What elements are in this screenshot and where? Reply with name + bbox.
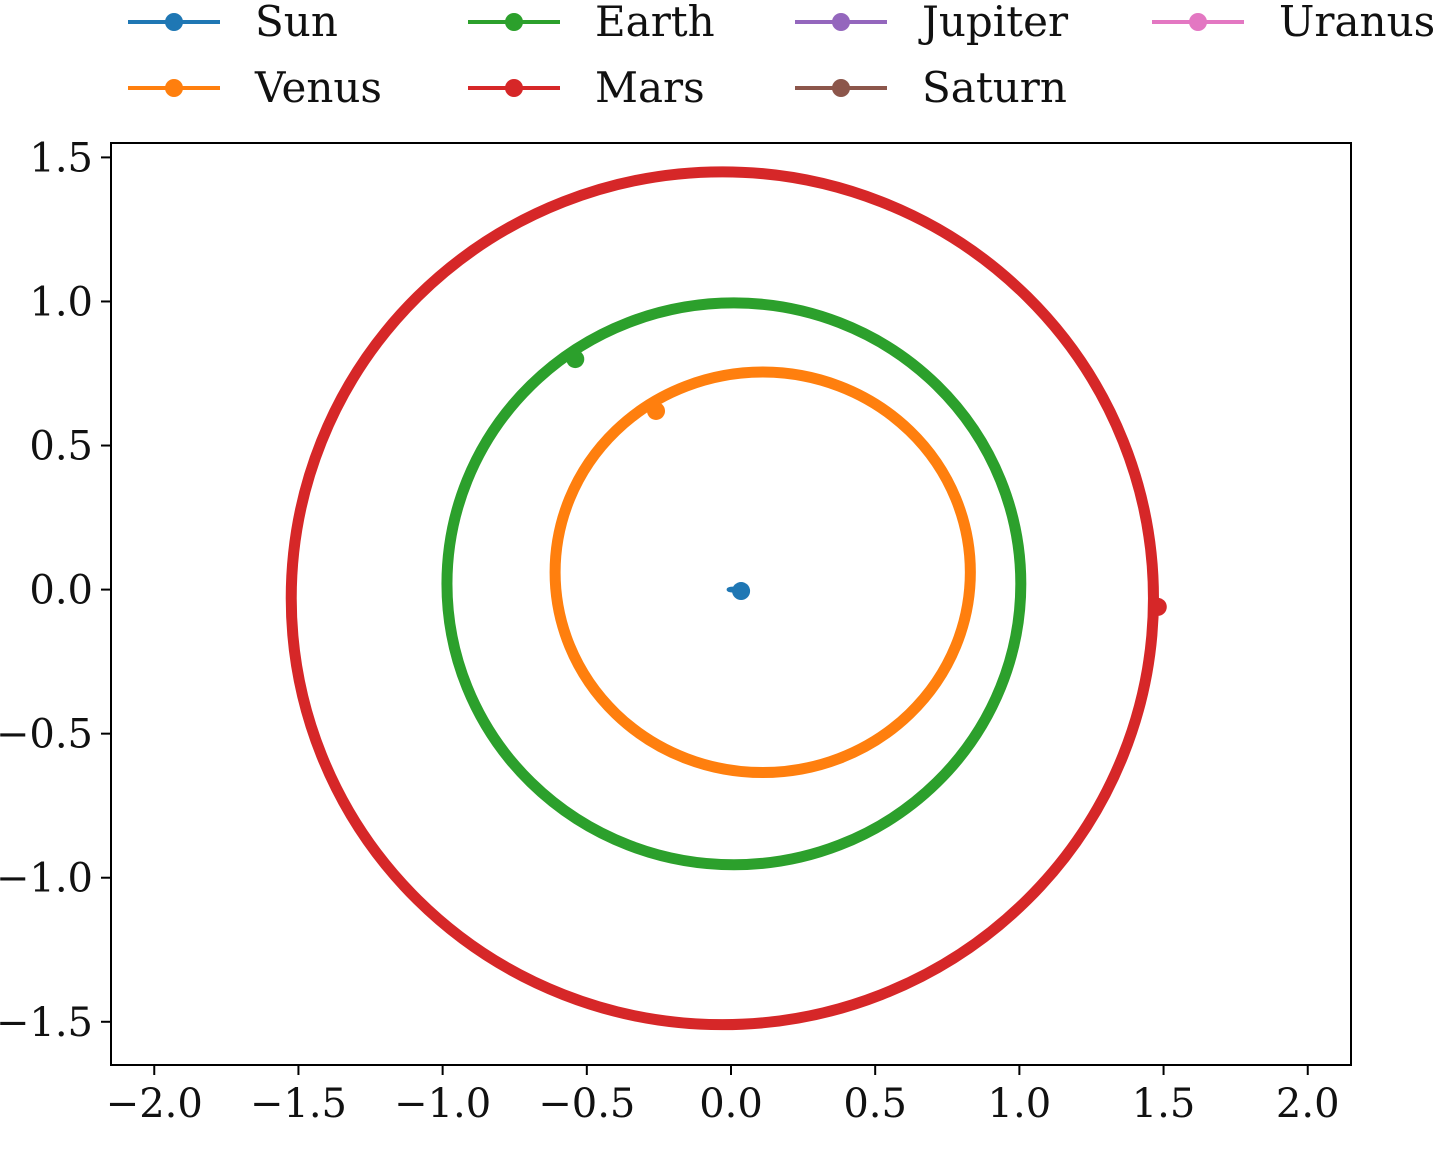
legend-marker [832, 79, 850, 97]
legend-marker [1189, 13, 1207, 31]
marker-mars [1148, 597, 1167, 616]
y-tick-label: 1.5 [29, 135, 93, 181]
legend-item-jupiter: Jupiter [795, 0, 1069, 46]
orbit-earth [441, 297, 1027, 871]
x-tick-label: −0.5 [538, 1081, 635, 1127]
legend-label: Venus [254, 63, 382, 112]
planet-markers [566, 350, 1167, 616]
x-tick-label: −1.5 [250, 1081, 347, 1127]
legend-item-saturn: Saturn [795, 63, 1067, 112]
legend-label: Uranus [1279, 0, 1435, 46]
legend-label: Saturn [922, 63, 1067, 112]
x-tick-label: 1.5 [1132, 1081, 1196, 1127]
legend-label: Mars [595, 63, 705, 112]
legend-marker [165, 79, 183, 97]
legend-label: Jupiter [918, 0, 1069, 46]
orbit-lines [285, 166, 1159, 1031]
legend-label: Sun [255, 0, 338, 46]
legend-item-uranus: Uranus [1152, 0, 1435, 46]
legend-label: Earth [595, 0, 715, 46]
x-tick-label: 0.0 [699, 1081, 763, 1127]
y-tick-label: 1.0 [29, 279, 93, 325]
legend: Sun Venus Earth Mars Jupiter Saturn Uranus [128, 0, 1435, 112]
x-tick-label: −2.0 [106, 1081, 203, 1127]
legend-item-sun: Sun [128, 0, 338, 46]
x-tick-label: 1.0 [988, 1081, 1052, 1127]
legend-item-mars: Mars [468, 63, 705, 112]
legend-marker [505, 79, 523, 97]
legend-marker [505, 13, 523, 31]
x-tick-label: −1.0 [394, 1081, 491, 1127]
x-axis: −2.0 −1.5 −1.0 −0.5 0.0 0.5 1.0 1.5 2.0 [106, 1065, 1340, 1127]
y-tick-label: 0.5 [29, 424, 93, 470]
legend-item-earth: Earth [468, 0, 715, 46]
y-tick-label: −0.5 [0, 712, 93, 758]
legend-marker [832, 13, 850, 31]
y-tick-label: −1.0 [0, 856, 93, 902]
y-tick-label: 0.0 [29, 568, 93, 614]
x-tick-label: 0.5 [843, 1081, 907, 1127]
orbit-mars [285, 166, 1159, 1031]
marker-sun [732, 582, 751, 601]
y-axis: −1.5 −1.0 −0.5 0.0 0.5 1.0 1.5 [0, 135, 111, 1046]
marker-venus [647, 401, 666, 420]
orbit-venus [549, 366, 976, 779]
marker-earth [566, 350, 585, 369]
legend-item-venus: Venus [128, 63, 382, 112]
legend-marker [165, 13, 183, 31]
x-tick-label: 2.0 [1276, 1081, 1340, 1127]
y-tick-label: −1.5 [0, 1000, 93, 1046]
